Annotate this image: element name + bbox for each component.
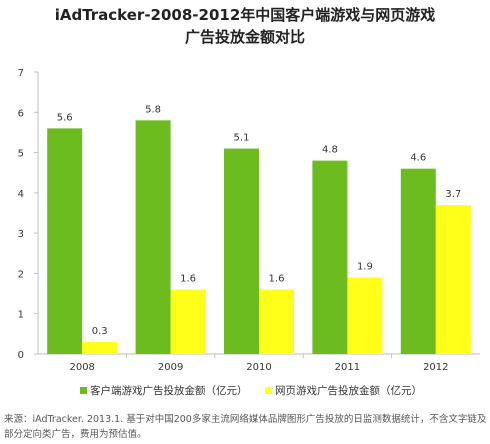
x-tick-label: 2012	[423, 362, 448, 373]
data-label: 5.6	[57, 112, 73, 123]
y-tick-label: 7	[18, 68, 24, 79]
bar-web-games	[347, 277, 383, 354]
x-tick-label: 2011	[335, 362, 360, 373]
x-tick-label: 2010	[246, 362, 271, 373]
y-tick-label: 1	[18, 310, 24, 321]
data-label: 1.9	[357, 261, 373, 272]
y-tick-label: 2	[18, 269, 24, 280]
x-tick-label: 2008	[69, 362, 94, 373]
data-label: 5.1	[234, 133, 250, 144]
data-label: 4.6	[410, 153, 426, 164]
bar-client-games	[135, 120, 171, 354]
y-tick-label: 3	[18, 229, 24, 240]
bar-client-games	[312, 160, 348, 354]
data-label: 1.6	[180, 274, 196, 285]
y-tick-label: 4	[18, 189, 24, 200]
y-tick-label: 0	[18, 350, 24, 361]
bar-chart: 0 1 2 3 4 5 6 7 2008 5.6 0.3 2009 5.8 1.6 2010 5.1 1.6 20…	[18, 68, 480, 373]
data-label: 5.8	[145, 104, 161, 115]
bar-client-games	[400, 168, 436, 354]
bar-web-games	[259, 289, 294, 354]
data-label: 0.3	[92, 326, 108, 337]
bar-client-games	[47, 128, 83, 354]
source-note: 来源：iAdTracker. 2013.1. 基于对中国200多家主流网络媒体品…	[4, 414, 487, 440]
legend-item-web-games: 网页游戏广告投放金额（亿元）	[265, 383, 422, 398]
legend-item-client-games: 客户端游戏广告投放金额（亿元）	[80, 383, 248, 398]
legend-swatch-client-games	[80, 387, 87, 394]
legend-label-client-games: 客户端游戏广告投放金额（亿元）	[90, 385, 248, 397]
legend-label-web-games: 网页游戏广告投放金额（亿元）	[275, 385, 422, 397]
y-tick-label: 6	[18, 108, 24, 119]
data-label: 3.7	[445, 189, 461, 200]
bar-web-games	[82, 341, 118, 354]
bar-web-games	[170, 289, 206, 354]
data-label: 4.8	[322, 145, 338, 156]
chart-title: iAdTracker-2008-2012年中国客户端游戏与网页游戏	[54, 6, 436, 24]
bar-web-games	[435, 204, 471, 354]
y-tick-label: 5	[18, 149, 24, 160]
bar-client-games	[224, 148, 259, 354]
legend-swatch-web-games	[265, 387, 272, 394]
x-tick-label: 2009	[158, 362, 183, 373]
chart-subtitle: 广告投放金额对比	[184, 28, 305, 46]
data-label: 1.6	[269, 274, 285, 285]
